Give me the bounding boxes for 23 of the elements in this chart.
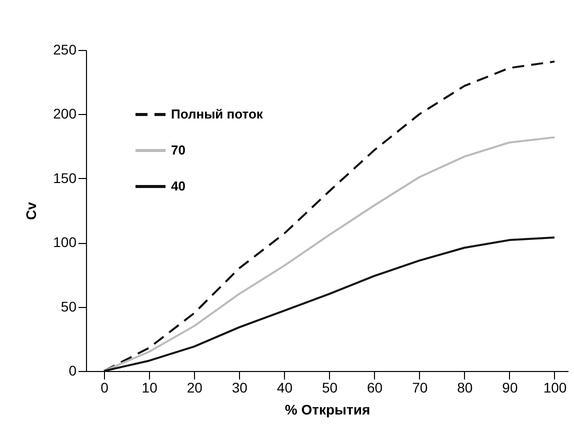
y-tick-label: 150 <box>53 170 77 186</box>
x-tick-label: 50 <box>322 380 338 396</box>
x-tick-label: 30 <box>232 380 248 396</box>
x-axis-title: % Открытия <box>284 402 370 418</box>
y-axis-title: Cv <box>23 202 40 220</box>
x-tick-label: 40 <box>276 380 293 396</box>
legend-label: Полный поток <box>171 106 264 122</box>
legend-label: 40 <box>171 178 186 194</box>
x-tick-label: 90 <box>502 380 518 396</box>
y-tick-label: 0 <box>68 362 77 378</box>
x-tick-label: 20 <box>186 380 203 396</box>
x-tick-label: 10 <box>142 380 158 396</box>
y-tick-label: 200 <box>53 106 77 122</box>
x-tick-label: 0 <box>100 380 109 396</box>
line-series <box>103 136 556 372</box>
x-tick-label: 80 <box>457 380 473 396</box>
y-tick-label: 250 <box>53 42 77 58</box>
legend-label: 70 <box>171 142 186 158</box>
x-tick-label: 60 <box>367 380 383 396</box>
x-tick-label: 70 <box>412 380 428 396</box>
x-tick-label: 100 <box>543 380 567 396</box>
y-tick-label: 50 <box>60 298 77 314</box>
y-tick-label: 100 <box>53 234 77 250</box>
